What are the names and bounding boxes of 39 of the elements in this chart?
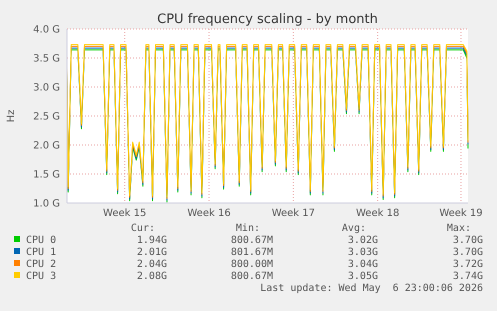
legend-label: CPU 3 [26,271,56,282]
text: 3.02G [348,235,378,246]
legend-label: CPU 0 [26,235,56,246]
text: 3.74G [452,271,483,282]
text: Max: [446,223,471,234]
y-tick-label: 3.0 G [33,82,60,94]
text: 3.72G [452,259,483,270]
y-tick-label: 4.0 G [33,24,60,36]
text: 3.04G [348,259,378,270]
y-tick-label: 2.0 G [33,140,60,152]
text: 800.67M [230,235,273,246]
x-tick-label: Week 15 [103,208,146,219]
text: 2.01G [136,247,167,258]
x-tick-label: Week 16 [187,208,231,219]
text: Min: [236,223,260,234]
chart-title: CPU frequency scaling - by month [157,12,378,27]
x-tick-label: Week 19 [439,208,483,219]
y-tick-label: 1.5 G [33,170,60,180]
text: 3.70G [452,235,483,246]
x-tick-label: Week 17 [272,208,316,219]
text: 801.67M [230,247,273,258]
text: 3.05G [348,271,378,282]
text: 1.94G [136,235,167,246]
y-tick-label: 1.0 G [33,198,60,210]
text: Last update: Wed May 6 23:00:06 2026 [260,283,483,294]
text: Cur: [130,223,155,234]
text: 2.08G [136,271,167,282]
y-axis-title: Hz [6,110,17,122]
legend-label: CPU 2 [26,259,56,270]
text: 2.04G [136,259,167,270]
legend-label: CPU 1 [26,247,56,258]
text: Avg: [342,223,366,234]
text: 800.67M [230,271,273,282]
x-tick-label: Week 18 [356,208,400,219]
text: 3.70G [452,247,483,258]
y-tick-label: 3.5 G [33,54,60,64]
text: 800.00M [230,259,273,270]
y-tick-label: 2.5 G [33,112,60,122]
text: 3.03G [348,247,378,258]
